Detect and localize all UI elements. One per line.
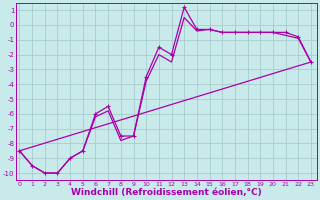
- X-axis label: Windchill (Refroidissement éolien,°C): Windchill (Refroidissement éolien,°C): [71, 188, 262, 197]
